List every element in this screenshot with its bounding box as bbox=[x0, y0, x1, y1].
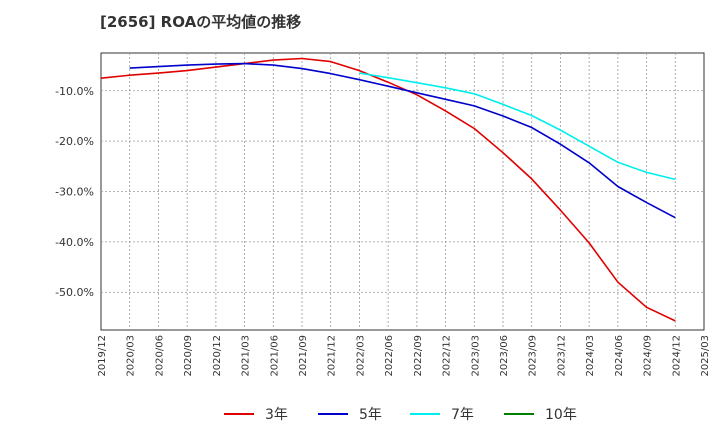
x-tick-label: 2022/06 bbox=[384, 335, 395, 377]
series-lines bbox=[100, 57, 676, 322]
x-tick-label: 2021/06 bbox=[269, 335, 280, 377]
legend-label: 3年 bbox=[265, 407, 288, 423]
x-tick-label: 2019/12 bbox=[97, 335, 108, 377]
x-tick-label: 2023/06 bbox=[499, 335, 510, 377]
x-tick-label: 2022/03 bbox=[355, 335, 366, 377]
grid-lines bbox=[101, 53, 704, 330]
x-tick-label: 2024/09 bbox=[643, 335, 654, 377]
x-tick-label: 2022/09 bbox=[413, 335, 424, 377]
chart-title: [2656] ROAの平均値の推移 bbox=[100, 13, 301, 31]
x-tick-label: 2023/03 bbox=[470, 335, 481, 377]
x-tick-label: 2021/12 bbox=[327, 335, 338, 377]
x-tick-label: 2021/03 bbox=[241, 335, 252, 377]
x-tick-label: 2022/12 bbox=[442, 335, 453, 377]
y-tick-label: -10.0% bbox=[55, 85, 94, 98]
x-tick-label: 2020/12 bbox=[212, 335, 223, 377]
y-tick-label: -40.0% bbox=[55, 236, 94, 249]
x-tick-label: 2024/06 bbox=[614, 335, 625, 377]
x-tick-label: 2024/03 bbox=[585, 335, 596, 377]
y-tick-label: -50.0% bbox=[55, 286, 94, 299]
legend-label: 5年 bbox=[359, 407, 382, 423]
legend-label: 7年 bbox=[451, 407, 474, 423]
legend-label: 10年 bbox=[545, 407, 577, 423]
x-tick-label: 2020/06 bbox=[154, 335, 165, 377]
x-tick-label: 2021/09 bbox=[298, 335, 309, 377]
series-line bbox=[100, 57, 676, 322]
x-tick-label: 2024/12 bbox=[671, 335, 682, 377]
y-tick-label: -30.0% bbox=[55, 186, 94, 199]
y-tick-label: -20.0% bbox=[55, 135, 94, 148]
x-tick-label: 2023/09 bbox=[528, 335, 539, 377]
y-axis: -10.0% -20.0% -30.0% -40.0% -50.0% bbox=[55, 85, 94, 299]
x-tick-label: 2020/03 bbox=[126, 335, 137, 377]
x-tick-label: 2025/03 bbox=[700, 335, 711, 377]
x-tick-label: 2023/12 bbox=[556, 335, 567, 377]
series-line bbox=[129, 62, 676, 219]
x-tick-label: 2020/09 bbox=[183, 335, 194, 377]
legend: 3年 5年 7年 10年 bbox=[224, 407, 577, 423]
x-axis: 2019/12 2020/03 2020/06 2020/09 2020/12 2021/… bbox=[97, 335, 711, 377]
series-line bbox=[359, 72, 676, 181]
